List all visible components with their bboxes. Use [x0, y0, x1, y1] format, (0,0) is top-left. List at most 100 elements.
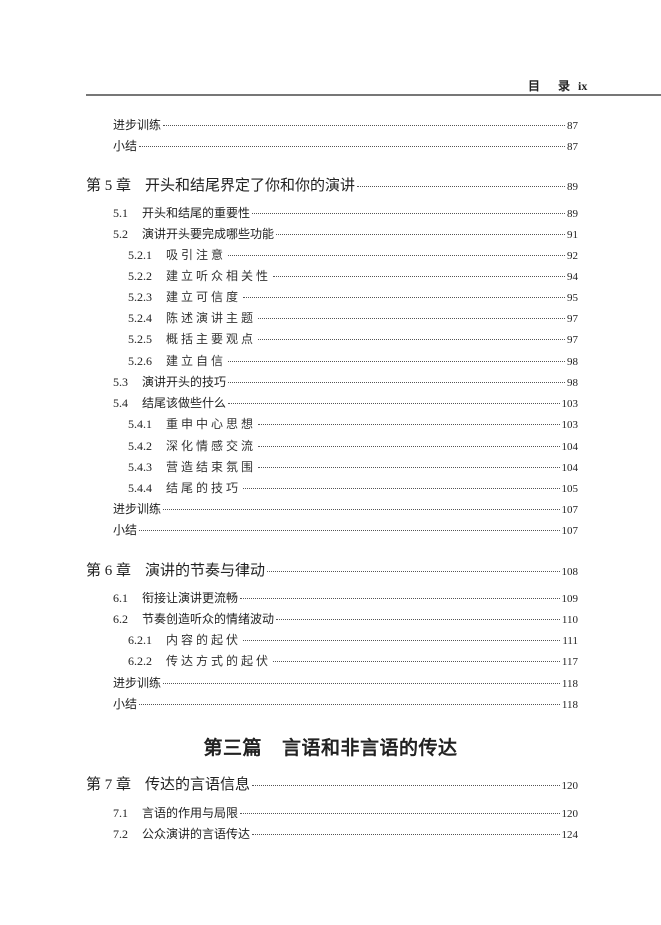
- dot-leader: [258, 318, 565, 319]
- entry-number: 5.4.4: [128, 481, 152, 495]
- toc-entry[interactable]: 5.1 开头和结尾的重要性 89: [113, 204, 578, 222]
- toc-entry[interactable]: 进步训练 87: [113, 116, 578, 134]
- entry-title: 进步训练: [113, 118, 162, 132]
- toc-entry[interactable]: 进步训练 107: [113, 500, 578, 518]
- entry-number: 5.2.3: [128, 290, 152, 304]
- toc-entry[interactable]: 5.4.4 结尾的技巧 105: [128, 479, 578, 497]
- header-page-number: ix: [578, 79, 588, 93]
- entry-title: 营造结束氛围: [166, 460, 257, 474]
- toc-entry[interactable]: 7.2 公众演讲的言语传达 124: [113, 825, 578, 843]
- entry-title: 开头和结尾界定了你和你的演讲: [145, 178, 356, 194]
- dot-leader: [276, 234, 565, 235]
- toc-chapter-entry[interactable]: 第 6 章演讲的节奏与律动 108: [86, 562, 578, 580]
- toc-entry[interactable]: 小结 118: [113, 695, 578, 713]
- entry-page-number: 111: [562, 635, 578, 647]
- entry-number: 5.3: [113, 375, 128, 389]
- entry-title: 结尾该做些什么: [142, 396, 227, 410]
- toc-entry[interactable]: 5.3 演讲开头的技巧 98: [113, 373, 578, 391]
- entry-number: 6.2.1: [128, 633, 152, 647]
- toc-chapter-entry[interactable]: 第 7 章传达的言语信息 120: [86, 776, 578, 794]
- entry-number: 5.2.2: [128, 269, 152, 283]
- entry-page-number: 87: [567, 120, 578, 132]
- toc-entry[interactable]: 小结 107: [113, 521, 578, 539]
- toc-entry[interactable]: 5.4.1 重申中心思想 103: [128, 415, 578, 433]
- toc-entry[interactable]: 7.1 言语的作用与局限 120: [113, 804, 578, 822]
- entry-title: 陈述演讲主题: [166, 311, 257, 325]
- dot-leader: [139, 146, 565, 147]
- entry-title: 结尾的技巧: [166, 481, 242, 495]
- entry-title: 小结: [113, 139, 138, 153]
- entry-page-number: 105: [561, 483, 579, 495]
- entry-title: 言语的作用与局限: [142, 806, 239, 820]
- dot-leader: [357, 186, 565, 187]
- entry-page-number: 124: [561, 829, 579, 841]
- entry-page-number: 120: [561, 780, 579, 792]
- dot-leader: [163, 125, 565, 126]
- entry-number: 第 7 章: [86, 777, 132, 793]
- toc-entry[interactable]: 5.4 结尾该做些什么 103: [113, 394, 578, 412]
- entry-page-number: 94: [567, 271, 578, 283]
- toc-entry[interactable]: 5.2.1 吸引注意 92: [128, 246, 578, 264]
- toc-entry[interactable]: 5.2.4 陈述演讲主题 97: [128, 309, 578, 327]
- toc-chapter-entry[interactable]: 第 5 章开头和结尾界定了你和你的演讲 89: [86, 177, 578, 195]
- toc-entry[interactable]: 5.2 演讲开头要完成哪些功能 91: [113, 225, 578, 243]
- entry-title: 小结: [113, 697, 138, 711]
- entry-page-number: 97: [567, 313, 578, 325]
- entry-number: 7.2: [113, 827, 128, 841]
- toc-entry[interactable]: 进步训练 118: [113, 674, 578, 692]
- entry-page-number: 110: [561, 614, 578, 626]
- toc-entry[interactable]: 6.2.2 传达方式的起伏 117: [128, 652, 578, 670]
- dot-leader: [267, 571, 560, 572]
- toc-entry[interactable]: 5.4.2 深化情感交流 104: [128, 437, 578, 455]
- dot-leader: [252, 785, 560, 786]
- entry-number: 5.1: [113, 206, 128, 220]
- entry-title: 开头和结尾的重要性: [142, 206, 251, 220]
- entry-page-number: 103: [561, 398, 579, 410]
- entry-page-number: 103: [561, 419, 579, 431]
- dot-leader: [276, 619, 560, 620]
- dot-leader: [228, 361, 565, 362]
- dot-leader: [240, 813, 560, 814]
- toc-entry[interactable]: 5.2.3 建立可信度 95: [128, 288, 578, 306]
- entry-page-number: 107: [561, 504, 579, 516]
- dot-leader: [163, 509, 560, 510]
- toc-entry[interactable]: 5.2.2 建立听众相关性 94: [128, 267, 578, 285]
- entry-number: 5.2.1: [128, 248, 152, 262]
- entry-number: 第 6 章: [86, 563, 132, 579]
- entry-title: 公众演讲的言语传达: [142, 827, 251, 841]
- entry-title: 演讲的节奏与律动: [145, 563, 266, 579]
- toc-entry[interactable]: 6.2.1 内容的起伏 111: [128, 631, 578, 649]
- toc-entry[interactable]: 6.2 节奏创造听众的情绪波动 110: [113, 610, 578, 628]
- entry-page-number: 91: [567, 229, 578, 241]
- entry-number: 5.4.1: [128, 417, 152, 431]
- entry-title: 深化情感交流: [166, 439, 257, 453]
- entry-title: 内容的起伏: [166, 633, 242, 647]
- entry-number: 5.2: [113, 227, 128, 241]
- entry-page-number: 117: [561, 656, 578, 668]
- entry-title: 小结: [113, 523, 138, 537]
- toc-entry[interactable]: 5.4.3 营造结束氛围 104: [128, 458, 578, 476]
- entry-title: 建立可信度: [166, 290, 242, 304]
- dot-leader: [258, 467, 560, 468]
- entry-number: 6.2.2: [128, 654, 152, 668]
- entry-page-number: 108: [561, 566, 579, 578]
- entry-page-number: 118: [561, 678, 578, 690]
- entry-title: 建立自信: [166, 354, 227, 368]
- toc-entry[interactable]: 小结 87: [113, 137, 578, 155]
- dot-leader: [240, 598, 560, 599]
- toc-entry[interactable]: 5.2.5 概括主要观点 97: [128, 330, 578, 348]
- entry-title: 演讲开头要完成哪些功能: [142, 227, 275, 241]
- entry-page-number: 98: [567, 377, 578, 389]
- toc-entry[interactable]: 6.1 衔接让演讲更流畅 109: [113, 589, 578, 607]
- entry-number: 5.4.3: [128, 460, 152, 474]
- entry-title: 进步训练: [113, 502, 162, 516]
- dot-leader: [258, 446, 560, 447]
- entry-number: 5.4: [113, 396, 128, 410]
- entry-number: 第 5 章: [86, 178, 132, 194]
- toc-entry[interactable]: 5.2.6 建立自信 98: [128, 352, 578, 370]
- entry-number: 5.2.4: [128, 311, 152, 325]
- dot-leader: [273, 661, 560, 662]
- running-header: 目 录 ix: [528, 77, 587, 94]
- dot-leader: [228, 255, 565, 256]
- part-label: 第三篇: [203, 738, 262, 759]
